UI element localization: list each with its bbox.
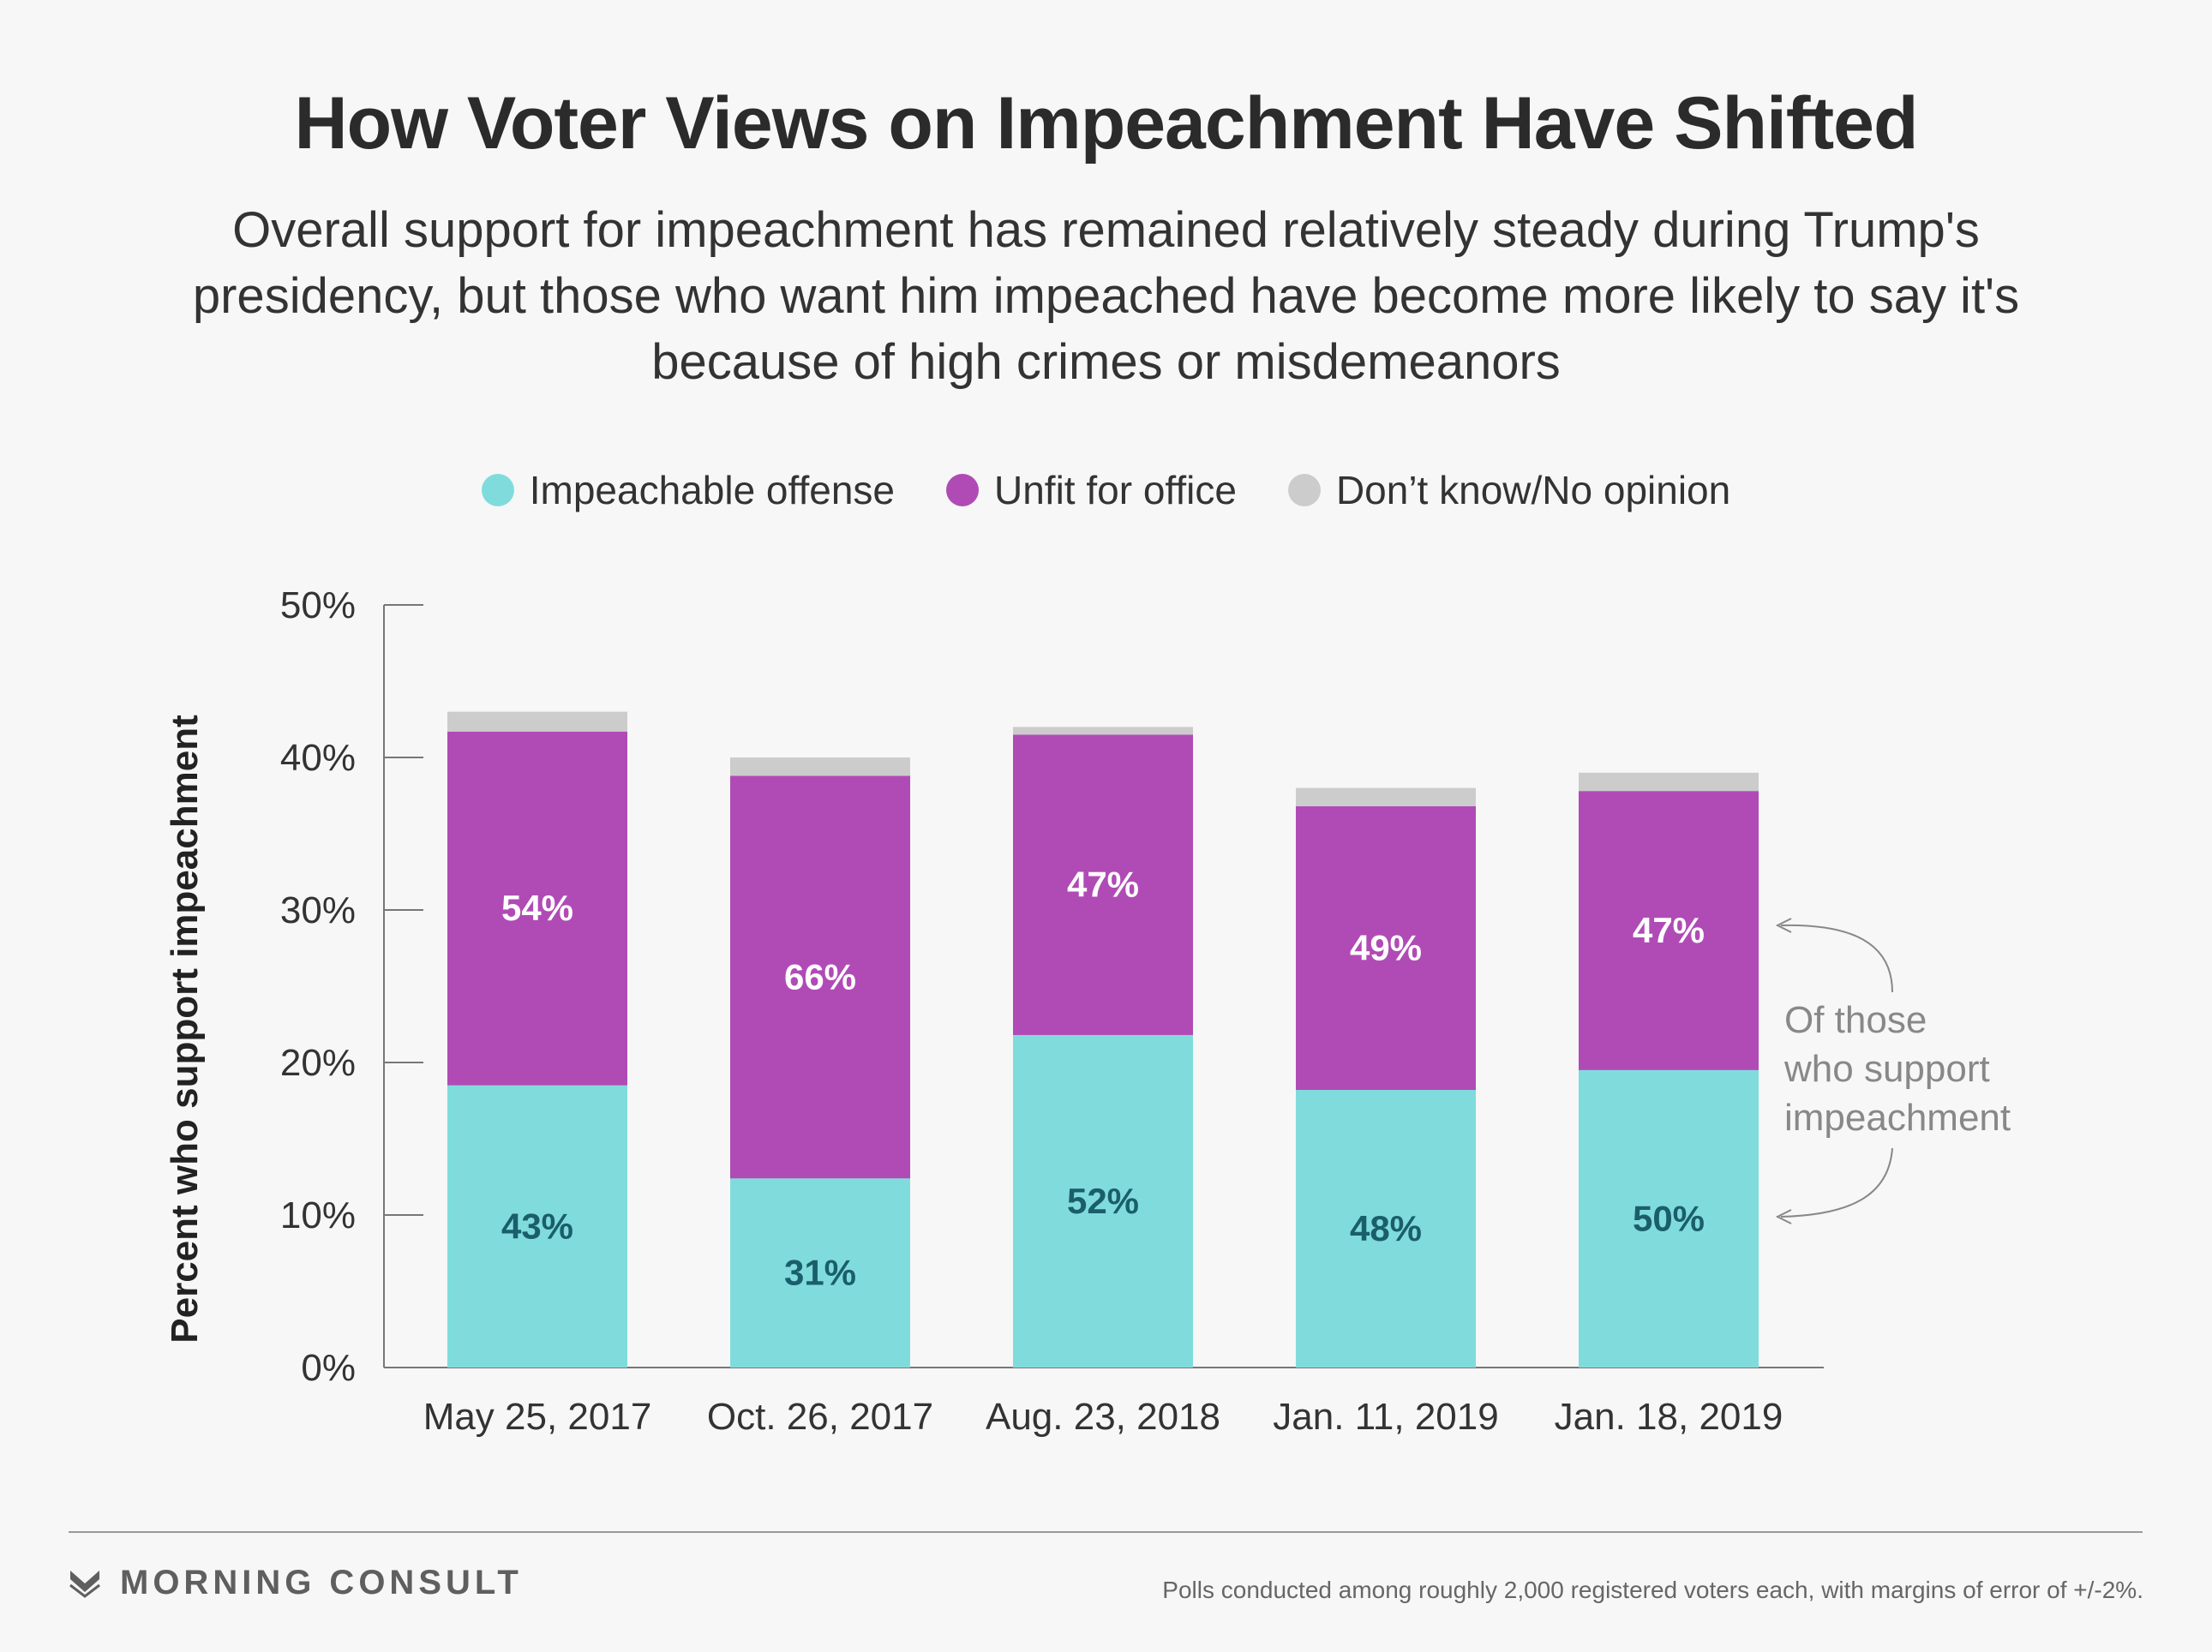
data-label-impeachable-offense-1: 43% — [501, 1206, 573, 1246]
bar-unfit-for-office-1 — [447, 731, 627, 1086]
annotation-arrowhead-upper — [1775, 918, 1792, 933]
data-label-unfit-for-office-3: 47% — [1067, 865, 1139, 905]
footnote: Polls conducted among roughly 2,000 regi… — [1162, 1577, 2143, 1603]
bar-impeachable-offense-4 — [1296, 1090, 1476, 1368]
data-label-unfit-for-office-5: 47% — [1633, 910, 1705, 950]
x-tick-label: Jan. 18, 2019 — [1555, 1396, 1783, 1438]
brand: MORNING CONSULT — [69, 1564, 523, 1602]
chart-subtitle: Overall support for impeachment has rema… — [192, 202, 2020, 390]
chart-title: How Voter Views on Impeachment Have Shif… — [294, 82, 1918, 165]
x-tick-label: Oct. 26, 2017 — [707, 1396, 933, 1438]
bar-don-t-know-no-opinion-1 — [447, 711, 627, 732]
axes: 0% 10% 20% 30% 40% 50% Percent who support imp… — [164, 584, 1824, 1438]
annotation-arrow-lower — [1780, 1147, 1893, 1218]
legend-item-unfit-for-office: Unfit for office — [946, 467, 1237, 513]
annotation: Of those who support impeachment — [1775, 918, 2011, 1224]
x-tick-label: Jan. 11, 2019 — [1273, 1396, 1498, 1438]
y-tick-label: 50% — [280, 584, 356, 626]
x-tick-label: Aug. 23, 2018 — [986, 1396, 1220, 1438]
legend-item-impeachable-offense: Impeachable offense — [481, 467, 895, 513]
brand-name: MORNING CONSULT — [120, 1564, 523, 1601]
data-label-unfit-for-office-1: 54% — [501, 888, 573, 928]
y-tick-label: 20% — [280, 1042, 356, 1084]
data-label-unfit-for-office-2: 66% — [784, 956, 856, 997]
bar-impeachable-offense-1 — [447, 1085, 627, 1368]
bar-unfit-for-office-3 — [1013, 734, 1193, 1035]
data-label-impeachable-offense-4: 48% — [1350, 1208, 1422, 1248]
legend-swatch-dont-know — [1287, 474, 1321, 506]
legend-label-impeachable-offense: Impeachable offense — [529, 468, 895, 512]
x-tick-label: May 25, 2017 — [423, 1396, 652, 1438]
legend: Impeachable offense Unfit for office Don… — [0, 467, 2212, 513]
morning-consult-logo-icon — [69, 1570, 100, 1598]
bar-don-t-know-no-opinion-4 — [1296, 787, 1476, 806]
y-tick-label: 30% — [280, 889, 356, 931]
bar-impeachable-offense-5 — [1579, 1069, 1759, 1368]
bar-unfit-for-office-4 — [1296, 805, 1476, 1091]
legend-label-unfit-for-office: Unfit for office — [994, 468, 1237, 512]
data-label-unfit-for-office-4: 49% — [1350, 928, 1422, 968]
data-labels: 43% 54% 31% 66% 52% 47% 48% 49% 50% 47% — [501, 865, 1705, 1293]
bar-unfit-for-office-5 — [1579, 791, 1759, 1070]
data-label-impeachable-offense-5: 50% — [1633, 1198, 1705, 1238]
legend-label-dont-know: Don’t know/No opinion — [1335, 468, 1731, 512]
bars — [447, 711, 1759, 1368]
bar-don-t-know-no-opinion-3 — [1013, 727, 1193, 735]
annotation-arrow-upper — [1780, 924, 1893, 993]
y-tick-label: 0% — [301, 1347, 356, 1389]
annotation-text-line: impeachment — [1784, 1097, 2011, 1139]
legend-swatch-unfit-for-office — [946, 474, 979, 506]
y-tick-label: 40% — [280, 737, 356, 779]
bar-unfit-for-office-2 — [730, 775, 910, 1179]
data-label-impeachable-offense-2: 31% — [784, 1253, 856, 1293]
annotation-arrowhead-lower — [1775, 1209, 1792, 1224]
bar-impeachable-offense-3 — [1013, 1034, 1193, 1368]
bar-impeachable-offense-2 — [730, 1178, 910, 1368]
y-axis-label: Percent who support impeachment — [164, 715, 206, 1344]
data-label-impeachable-offense-3: 52% — [1067, 1181, 1139, 1221]
bar-don-t-know-no-opinion-5 — [1579, 772, 1759, 792]
annotation-text-line: Of those — [1784, 999, 1927, 1041]
legend-swatch-impeachable-offense — [481, 474, 514, 506]
annotation-text-line: who support — [1783, 1048, 1990, 1090]
footer-divider — [69, 1531, 2143, 1533]
bar-don-t-know-no-opinion-2 — [730, 757, 910, 776]
legend-item-dont-know: Don’t know/No opinion — [1287, 467, 1731, 513]
y-tick-label: 10% — [280, 1194, 356, 1236]
